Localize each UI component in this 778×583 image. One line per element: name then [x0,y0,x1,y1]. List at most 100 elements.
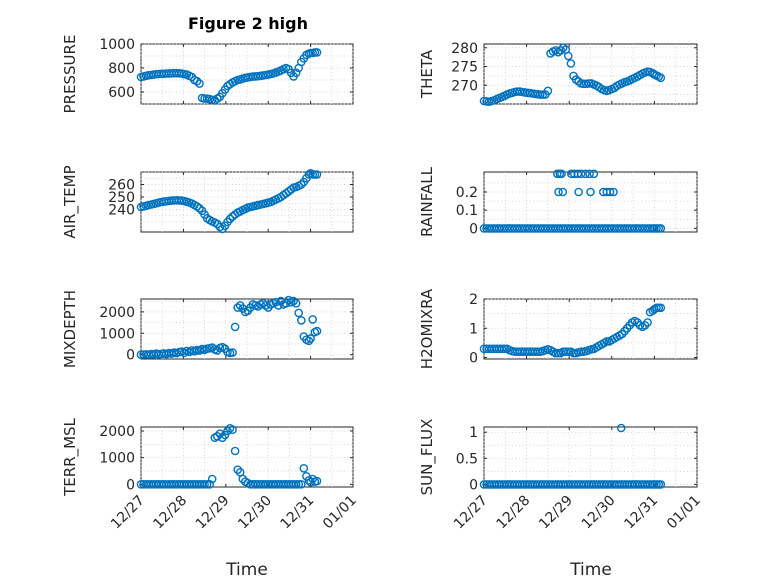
data-point [200,479,209,489]
subplot-8: 0 0.5 1 SUN_FLUX 12/27 12/28 12/29 12/30 12/31 01… [418,419,704,533]
subplot-2: 270 275 280 THETA [418,41,698,106]
data-point [605,187,615,197]
plot-area [483,426,698,488]
data-point [304,475,314,485]
y-tick-label: 0 [126,348,135,364]
y-tick-label: 0 [469,221,478,237]
y-tick-label: 280 [451,41,478,57]
data-point [286,185,296,194]
y-tick-label: 1 [469,321,478,337]
data-point [296,180,306,189]
data-point [553,169,562,179]
y-tick-label: 0 [469,477,478,493]
data-point [535,90,545,99]
y-tick-label: 1000 [99,326,135,342]
y-tick-label: 2000 [99,305,135,321]
data-point [581,169,590,179]
y-tick-label: 0.2 [456,185,478,201]
data-point [567,169,576,179]
x-tick-label: 01/01 [664,493,704,533]
data-point [645,480,655,489]
x-tick-label: 12/29 [536,493,576,533]
data-point [304,170,314,179]
y-tick-label: 0.5 [456,451,478,467]
y-tick-label: 270 [451,78,478,94]
data-point [304,336,314,346]
x-tick-label: 12/30 [235,493,275,533]
figure-title: Figure 2 high [188,14,308,33]
data-point [212,431,222,441]
y-axis-label: SUN_FLUX [418,419,437,496]
y-tick-label: 2000 [99,424,135,440]
data-point [205,479,214,489]
data-point [656,224,666,233]
data-point [574,77,583,86]
data-point [576,169,586,179]
y-axis-label: PRESSURE [61,35,79,114]
y-axis-label: THETA [418,49,436,99]
data-point [308,315,318,324]
data-point [553,348,563,358]
y-tick-label: 260 [108,178,135,194]
data-point [566,59,576,68]
plot-area [483,171,698,233]
subplot-1: 600 800 1000 PRESSURE [61,35,354,114]
subplot-4: 0 0.1 0.2 RAINFALL [418,166,698,237]
y-tick-label: 275 [451,60,478,76]
y-tick-label: 0 [126,477,135,493]
data-point [296,479,306,489]
data-point [291,68,301,78]
data-point [561,347,571,357]
data-point [230,322,240,332]
data-point [218,433,227,443]
data-point [299,463,309,473]
data-point [291,298,301,308]
x-tick-label: 01/01 [320,493,360,533]
x-tick-label: 12/28 [494,493,534,533]
data-point [616,423,626,433]
data-point [497,344,507,354]
data-point [557,169,566,179]
y-tick-label: 0 [469,351,478,367]
data-point [656,303,666,313]
data-point [233,465,242,475]
data-point [195,203,204,213]
data-point [589,169,599,179]
data-point [228,348,237,357]
y-axis-label: RAINFALL [418,166,436,237]
data-point [602,337,612,346]
data-point [223,426,232,436]
x-tick-label: 12/28 [150,493,190,533]
data-point [192,76,202,86]
data-point [576,347,586,357]
x-tick-label: 12/27 [451,493,491,533]
data-point [312,476,322,486]
y-tick-label: 1 [469,425,478,441]
subplot-5: 0 1000 2000 MIXDEPTH [61,290,354,368]
data-point [585,169,594,179]
x-tick-label: 12/30 [579,493,619,533]
data-point [564,347,573,357]
data-point [306,334,315,343]
y-tick-label: 1000 [99,37,135,53]
data-point [207,474,217,484]
data-point [564,51,573,61]
x-tick-label: 12/27 [108,493,148,533]
subplot-7: 0 1000 2000 TERR_MSL 12/27 12/28 12/29 12/30 12/… [61,417,360,532]
data-point [554,187,563,197]
data-point [543,86,553,96]
data-point [500,344,509,354]
y-tick-label: 250 [108,190,135,206]
x-tick-label: 12/31 [621,493,661,533]
y-axis-label: H2OMIXRA [418,288,436,369]
data-point [643,318,652,327]
data-point [192,202,202,211]
data-point [556,46,566,55]
data-point [574,187,583,197]
data-point [202,479,212,489]
data-point [291,479,301,489]
x-tick-label: 12/29 [193,493,233,533]
